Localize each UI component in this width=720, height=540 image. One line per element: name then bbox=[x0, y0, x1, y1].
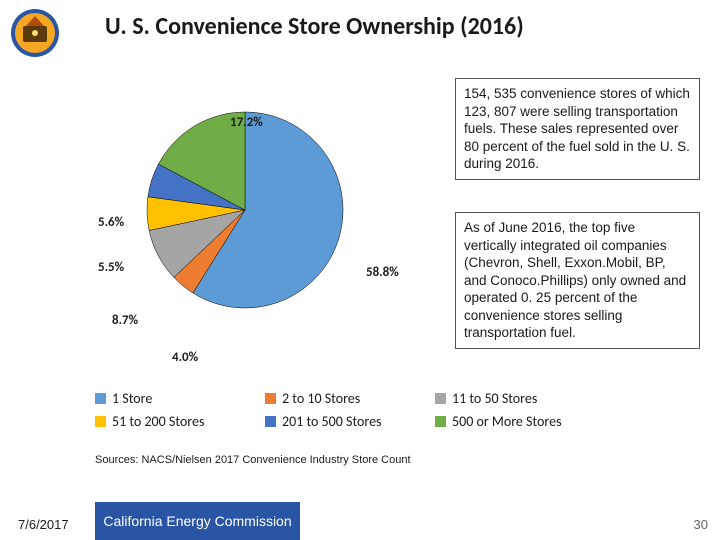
legend-item: 2 to 10 Stores bbox=[265, 390, 425, 407]
legend-swatch bbox=[265, 393, 276, 404]
legend-label: 1 Store bbox=[112, 390, 152, 407]
page-title: U. S. Convenience Store Ownership (2016) bbox=[105, 12, 524, 41]
legend-swatch bbox=[95, 393, 106, 404]
legend-label: 2 to 10 Stores bbox=[282, 390, 360, 407]
legend-swatch bbox=[435, 393, 446, 404]
legend-item: 500 or More Stores bbox=[435, 413, 595, 430]
legend-label: 201 to 500 Stores bbox=[282, 413, 382, 430]
pie-chart: 58.8% 4.0% 8.7% 5.5% 5.6% 17.2% bbox=[50, 70, 410, 380]
cec-logo-icon bbox=[10, 8, 60, 58]
legend-swatch bbox=[435, 416, 446, 427]
page-number: 30 bbox=[694, 517, 708, 532]
pie-label: 5.5% bbox=[98, 260, 124, 275]
sources-text: Sources: NACS/Nielsen 2017 Convenience I… bbox=[95, 454, 411, 466]
info-box-2: As of June 2016, the top five vertically… bbox=[455, 212, 700, 349]
pie-label: 58.8% bbox=[366, 265, 399, 280]
pie-label: 8.7% bbox=[112, 313, 138, 328]
pie-label: 4.0% bbox=[172, 350, 198, 365]
legend-swatch bbox=[95, 416, 106, 427]
chart-legend: 1 Store 2 to 10 Stores 11 to 50 Stores 51 t… bbox=[95, 390, 595, 430]
legend-label: 500 or More Stores bbox=[452, 413, 562, 430]
legend-item: 11 to 50 Stores bbox=[435, 390, 595, 407]
footer-date: 7/6/2017 bbox=[18, 517, 69, 532]
footer: 7/6/2017 California Energy Commission 30 bbox=[0, 495, 720, 540]
footer-org: California Energy Commission bbox=[95, 502, 300, 540]
legend-swatch bbox=[265, 416, 276, 427]
info-box-1: 154, 535 convenience stores of which 123… bbox=[455, 78, 700, 180]
legend-label: 11 to 50 Stores bbox=[452, 390, 537, 407]
legend-item: 1 Store bbox=[95, 390, 255, 407]
legend-label: 51 to 200 Stores bbox=[112, 413, 204, 430]
pie-label: 5.6% bbox=[98, 215, 124, 230]
legend-item: 51 to 200 Stores bbox=[95, 413, 255, 430]
pie-label: 17.2% bbox=[230, 115, 263, 130]
pie-svg bbox=[145, 110, 345, 310]
legend-item: 201 to 500 Stores bbox=[265, 413, 425, 430]
